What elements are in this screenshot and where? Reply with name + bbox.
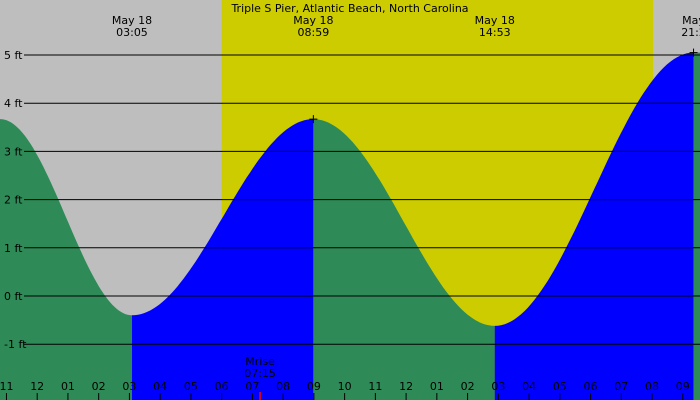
rising-tide-segment <box>132 119 314 400</box>
x-tick-label: 05 <box>553 380 567 393</box>
x-tick-label: 08 <box>645 380 659 393</box>
x-tick-label: 06 <box>584 380 598 393</box>
extreme-time-label: 03:05 <box>116 26 148 39</box>
x-tick-label: 12 <box>399 380 413 393</box>
y-tick-label: 0 ft <box>4 290 23 303</box>
moonrise-time: 07:15 <box>244 367 276 380</box>
falling-tide-segment <box>0 119 132 400</box>
falling-tide-segment <box>693 52 700 400</box>
falling-tide-segment <box>313 119 495 400</box>
extreme-date-label: May 18 <box>112 14 152 27</box>
x-tick-label: 02 <box>92 380 106 393</box>
x-tick-label: 06 <box>215 380 229 393</box>
x-tick-label: 12 <box>30 380 44 393</box>
y-tick-label: 3 ft <box>4 145 23 158</box>
y-tick-label: 1 ft <box>4 242 23 255</box>
x-tick-label: 04 <box>522 380 536 393</box>
x-tick-label: 02 <box>461 380 475 393</box>
rising-tide-segment <box>494 52 694 400</box>
x-tick-label: 03 <box>122 380 136 393</box>
x-tick-label: 05 <box>184 380 198 393</box>
extreme-time-label: 21:2 <box>681 26 700 39</box>
extreme-date-label: May 18 <box>293 14 333 27</box>
x-tick-label: 07 <box>245 380 259 393</box>
x-tick-label: 09 <box>676 380 690 393</box>
y-tick-label: 5 ft <box>4 49 23 62</box>
extreme-time-label: 14:53 <box>479 26 511 39</box>
y-tick-label: 2 ft <box>4 194 23 207</box>
x-tick-label: 09 <box>307 380 321 393</box>
y-tick-label: 4 ft <box>4 97 23 110</box>
x-tick-label: 03 <box>491 380 505 393</box>
x-tick-label: 01 <box>61 380 75 393</box>
height-gridlines <box>24 54 700 345</box>
x-tick-label: 04 <box>153 380 167 393</box>
y-tick-label: -1 ft <box>4 338 27 351</box>
x-tick-label: 11 <box>368 380 382 393</box>
chart-title: Triple S Pier, Atlantic Beach, North Car… <box>230 2 468 15</box>
x-tick-label: 07 <box>614 380 628 393</box>
x-tick-label: 10 <box>338 380 352 393</box>
tide-curve <box>0 52 700 400</box>
x-tick-label: 11 <box>0 380 13 393</box>
extreme-date-label: May 18 <box>475 14 515 27</box>
moonrise-label: Mrise <box>245 355 275 368</box>
x-tick-label: 08 <box>276 380 290 393</box>
x-tick-label: 01 <box>430 380 444 393</box>
extreme-time-label: 08:59 <box>298 26 330 39</box>
y-axis-labels: 5 ft 4 ft 3 ft 2 ft 1 ft 0 ft -1 ft <box>4 49 27 351</box>
extreme-date-label: May <box>682 14 700 27</box>
x-axis-hour-labels: 11 12 01 02 03 04 05 06 07 08 09 10 11 12 01 02 03 04 05 06… <box>0 380 690 400</box>
